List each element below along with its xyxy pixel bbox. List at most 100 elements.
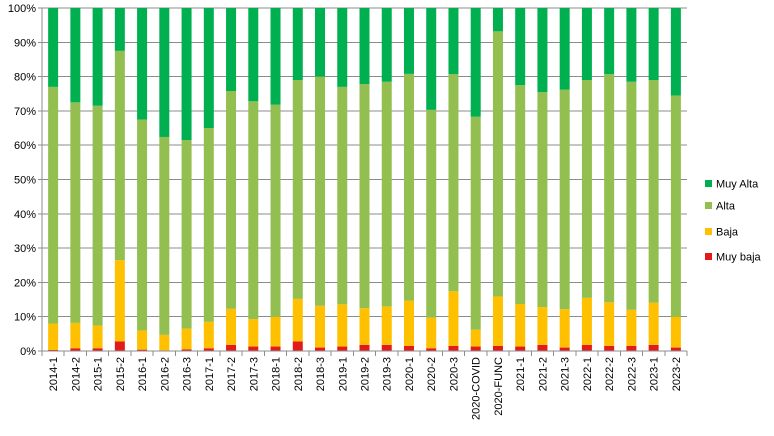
bar-segment xyxy=(559,8,570,90)
bar-segment xyxy=(559,309,570,348)
x-tick-label: 2022-3 xyxy=(626,357,638,391)
x-tick-label: 2017-2 xyxy=(226,357,238,391)
bar-segment xyxy=(137,330,148,350)
bar-segment xyxy=(70,102,81,323)
bar-segment xyxy=(337,86,348,305)
bar-segment xyxy=(359,8,370,85)
bar-segment xyxy=(426,348,437,351)
x-tick-label: 2020-COVID xyxy=(471,357,483,420)
y-tick-label: 80% xyxy=(14,72,36,84)
bar-segment xyxy=(114,341,125,351)
bar-segment xyxy=(48,8,59,87)
bar-segment xyxy=(403,300,414,346)
bar-segment xyxy=(403,73,414,301)
bar-segment xyxy=(248,319,259,347)
bar-segment xyxy=(315,305,326,348)
bar-segment xyxy=(181,328,192,350)
bar-segment xyxy=(226,8,237,92)
y-tick-label: 70% xyxy=(14,106,36,118)
bar-segment xyxy=(559,347,570,351)
y-tick-label: 0% xyxy=(20,346,36,358)
x-tick-label: 2014-1 xyxy=(48,357,60,391)
bar-segment xyxy=(426,8,437,110)
bar-segment xyxy=(226,344,237,351)
bar-segment xyxy=(670,316,681,348)
bar-segment xyxy=(448,345,459,351)
bar-segment xyxy=(492,345,503,351)
bar-segment xyxy=(648,344,659,351)
bar-segment xyxy=(70,348,81,351)
legend-swatch xyxy=(705,180,712,187)
bar-segment xyxy=(626,81,637,310)
bar-segment xyxy=(515,346,526,351)
y-tick-label: 50% xyxy=(14,175,36,187)
bar-segment xyxy=(604,302,615,346)
x-tick-label: 2019-1 xyxy=(337,357,349,391)
bar-segment xyxy=(381,81,392,307)
bar-segment xyxy=(492,296,503,346)
bar-segment xyxy=(559,89,570,310)
y-tick-label: 100% xyxy=(8,3,36,15)
y-tick-label: 40% xyxy=(14,209,36,221)
bar-segment xyxy=(381,344,392,351)
bar-segment xyxy=(648,302,659,345)
bar-segment xyxy=(492,31,503,297)
x-tick-label: 2017-3 xyxy=(248,357,260,391)
bar-segment xyxy=(670,8,681,96)
bar-segment xyxy=(70,8,81,103)
bar-segment xyxy=(248,101,259,320)
bar-segment xyxy=(581,80,592,298)
bar-segment xyxy=(537,307,548,345)
bar-segment xyxy=(426,317,437,349)
bar-segment xyxy=(359,344,370,351)
x-tick-label: 2020-3 xyxy=(448,357,460,391)
bar-segment xyxy=(270,316,281,347)
bar-segment xyxy=(337,304,348,347)
bar-segment xyxy=(292,341,303,351)
bar-segment xyxy=(159,8,170,137)
bar-segment xyxy=(203,8,214,129)
bar-segment xyxy=(515,304,526,347)
bar-segment xyxy=(181,349,192,351)
bar-segment xyxy=(537,8,548,93)
bar-segment xyxy=(92,105,103,326)
bar-segment xyxy=(48,86,59,324)
bar-segment xyxy=(426,109,437,318)
legend-swatch xyxy=(705,202,712,209)
bar-segment xyxy=(470,346,481,351)
bar-segment xyxy=(626,345,637,351)
bars xyxy=(48,8,681,351)
x-tick-label: 2023-2 xyxy=(671,357,683,391)
bar-segment xyxy=(381,306,392,345)
bar-segment xyxy=(159,136,170,335)
bar-segment xyxy=(48,349,59,351)
bar-segment xyxy=(537,92,548,308)
x-tick-label: 2020-FUNC xyxy=(493,357,505,416)
bar-segment xyxy=(648,8,659,81)
x-tick-label: 2015-2 xyxy=(115,357,127,391)
x-tick-label: 2022-2 xyxy=(604,357,616,391)
bar-segment xyxy=(92,325,103,349)
x-tick-label: 2020-2 xyxy=(426,357,438,391)
bar-segment xyxy=(604,8,615,75)
bar-segment xyxy=(581,8,592,81)
bar-segment xyxy=(159,334,170,351)
bar-segment xyxy=(270,346,281,351)
bar-segment xyxy=(292,298,303,342)
bar-segment xyxy=(604,74,615,303)
x-tick-label: 2022-1 xyxy=(582,357,594,391)
bar-segment xyxy=(203,128,214,322)
x-axis-ticks: 2014-1 2014-2 2015-1 2015-2 2016-1 2016-2 2016… xyxy=(48,357,683,420)
x-tick-label: 2018-3 xyxy=(315,357,327,391)
bar-segment xyxy=(626,309,637,346)
bar-segment xyxy=(114,50,125,261)
legend-swatch xyxy=(705,253,712,260)
bar-segment xyxy=(114,8,125,51)
bar-segment xyxy=(359,84,370,309)
x-tick-label: 2016-1 xyxy=(137,357,149,391)
bar-segment xyxy=(337,8,348,87)
x-tick-label: 2019-3 xyxy=(382,357,394,391)
bar-segment xyxy=(248,346,259,351)
bar-segment xyxy=(448,74,459,292)
